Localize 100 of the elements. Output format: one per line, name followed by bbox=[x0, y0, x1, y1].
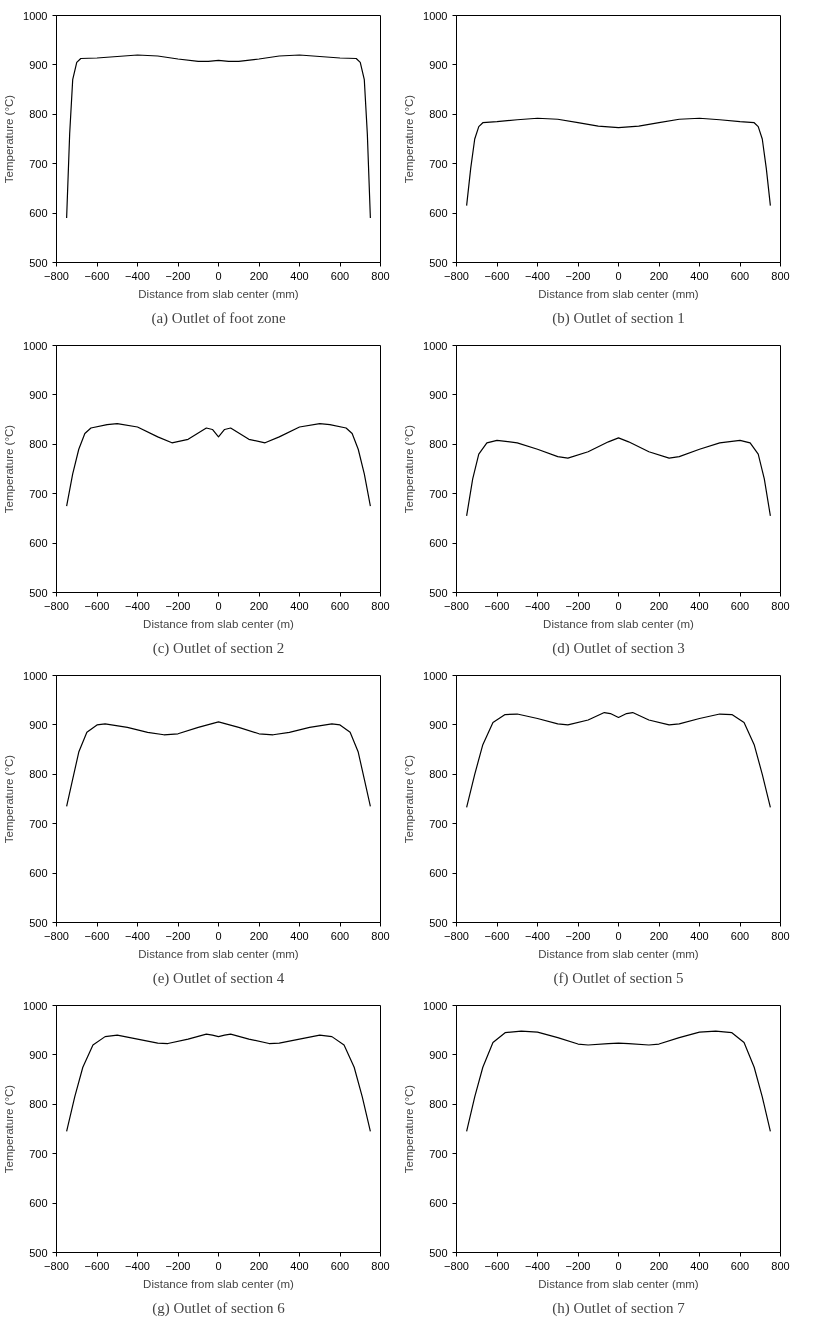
y-tick-label: 600 bbox=[429, 867, 448, 880]
x-tick-label: −400 bbox=[125, 599, 150, 612]
y-tick-label: 700 bbox=[29, 157, 48, 170]
y-tick-label: 700 bbox=[29, 1147, 48, 1160]
y-axis-title: Temperature (°C) bbox=[403, 754, 416, 844]
x-tick-label: 800 bbox=[771, 269, 790, 282]
y-tick-label: 600 bbox=[429, 1197, 448, 1210]
x-tick-label: 800 bbox=[371, 269, 390, 282]
x-tick-label: 200 bbox=[249, 599, 269, 612]
y-tick-label: 800 bbox=[429, 108, 448, 121]
y-tick-label: 600 bbox=[29, 537, 48, 550]
x-tick-label: 800 bbox=[771, 1259, 790, 1272]
y-tick-label: 500 bbox=[29, 916, 48, 929]
y-tick-label: 600 bbox=[29, 207, 48, 220]
x-tick-label: −200 bbox=[565, 1259, 591, 1272]
x-tick-label: 200 bbox=[649, 1259, 669, 1272]
x-tick-label: −200 bbox=[165, 599, 191, 612]
y-tick-label: 900 bbox=[429, 58, 448, 71]
y-tick-label: 800 bbox=[29, 768, 48, 781]
x-tick-label: −200 bbox=[165, 929, 191, 942]
x-tick-label: −200 bbox=[565, 929, 591, 942]
x-tick-label: 400 bbox=[290, 929, 309, 942]
y-tick-label: 1000 bbox=[23, 669, 48, 682]
y-tick-label: 900 bbox=[29, 388, 48, 401]
y-tick-label: 500 bbox=[29, 1246, 48, 1259]
text: (b) Outlet of section 1 bbox=[552, 309, 685, 327]
y-tick-label: 900 bbox=[429, 1048, 448, 1061]
y-tick-label: 800 bbox=[429, 768, 448, 781]
x-tick-label: 0 bbox=[615, 1259, 622, 1272]
y-tick-label: 700 bbox=[429, 1147, 448, 1160]
x-tick-label: −800 bbox=[44, 929, 69, 942]
text: (f) Outlet of section 5 bbox=[553, 969, 684, 987]
x-tick-label: −400 bbox=[525, 1259, 550, 1272]
x-tick-label: −600 bbox=[484, 599, 510, 612]
x-tick-label: 600 bbox=[730, 269, 750, 282]
x-axis-title: Distance from slab center (mm) bbox=[138, 947, 299, 960]
x-axis-title: Distance from slab center (mm) bbox=[138, 287, 299, 300]
y-tick-label: 800 bbox=[29, 108, 48, 121]
y-axis-title: Temperature (°C) bbox=[3, 94, 16, 184]
x-tick-label: 600 bbox=[730, 599, 750, 612]
x-tick-label: 600 bbox=[730, 1259, 750, 1272]
x-tick-label: 200 bbox=[649, 599, 669, 612]
x-tick-label: −200 bbox=[565, 269, 591, 282]
x-tick-label: 600 bbox=[330, 599, 350, 612]
x-tick-label: −600 bbox=[484, 1259, 510, 1272]
x-tick-label: −200 bbox=[565, 599, 591, 612]
y-tick-label: 1000 bbox=[23, 999, 48, 1012]
x-axis-title: Distance from slab center (m) bbox=[143, 1277, 295, 1290]
y-tick-label: 900 bbox=[29, 1048, 48, 1061]
y-tick-label: 1000 bbox=[423, 999, 448, 1012]
x-tick-label: −400 bbox=[525, 929, 550, 942]
text: (h) Outlet of section 7 bbox=[552, 1299, 686, 1317]
y-tick-label: 500 bbox=[29, 256, 48, 269]
x-tick-label: 400 bbox=[290, 269, 309, 282]
y-tick-label: 1000 bbox=[23, 339, 48, 352]
x-tick-label: −400 bbox=[525, 269, 550, 282]
y-tick-label: 1000 bbox=[23, 9, 48, 22]
x-tick-label: 0 bbox=[615, 599, 622, 612]
y-tick-label: 800 bbox=[29, 1098, 48, 1111]
y-tick-label: 500 bbox=[429, 256, 448, 269]
y-tick-label: 900 bbox=[29, 58, 48, 71]
x-tick-label: −800 bbox=[44, 269, 69, 282]
y-tick-label: 600 bbox=[29, 1197, 48, 1210]
x-tick-label: 400 bbox=[690, 269, 709, 282]
x-tick-label: −400 bbox=[525, 599, 550, 612]
y-tick-label: 500 bbox=[429, 916, 448, 929]
y-tick-label: 700 bbox=[29, 487, 48, 500]
text: (g) Outlet of section 6 bbox=[152, 1299, 286, 1317]
y-axis-title: Temperature (°C) bbox=[3, 1084, 16, 1174]
x-tick-label: 400 bbox=[290, 1259, 309, 1272]
x-tick-label: 0 bbox=[215, 929, 222, 942]
x-tick-label: 800 bbox=[371, 929, 390, 942]
y-tick-label: 900 bbox=[429, 718, 448, 731]
y-tick-label: 700 bbox=[429, 817, 448, 830]
x-tick-label: 400 bbox=[690, 599, 709, 612]
x-axis-title: Distance from slab center (mm) bbox=[538, 947, 699, 960]
y-tick-label: 900 bbox=[29, 718, 48, 731]
x-tick-label: −600 bbox=[484, 269, 510, 282]
x-tick-label: 200 bbox=[649, 929, 669, 942]
y-tick-label: 700 bbox=[429, 487, 448, 500]
x-tick-label: 600 bbox=[330, 1259, 350, 1272]
x-tick-label: −400 bbox=[125, 929, 150, 942]
text: (c) Outlet of section 2 bbox=[152, 639, 285, 657]
y-tick-label: 700 bbox=[429, 157, 448, 170]
x-tick-label: 200 bbox=[249, 269, 269, 282]
y-tick-label: 1000 bbox=[423, 339, 448, 352]
y-tick-label: 500 bbox=[429, 586, 448, 599]
y-tick-label: 600 bbox=[29, 867, 48, 880]
y-tick-label: 800 bbox=[29, 438, 48, 451]
y-tick-label: 600 bbox=[429, 207, 448, 220]
x-tick-label: −800 bbox=[444, 599, 469, 612]
x-tick-label: −800 bbox=[444, 269, 469, 282]
y-tick-label: 1000 bbox=[423, 669, 448, 682]
x-tick-label: 0 bbox=[215, 269, 222, 282]
text: (d) Outlet of section 3 bbox=[552, 639, 685, 657]
x-tick-label: 600 bbox=[330, 269, 350, 282]
x-tick-label: 400 bbox=[290, 599, 309, 612]
x-tick-label: 800 bbox=[771, 929, 790, 942]
y-axis-title: Temperature (°C) bbox=[403, 424, 416, 514]
x-tick-label: 0 bbox=[615, 929, 622, 942]
